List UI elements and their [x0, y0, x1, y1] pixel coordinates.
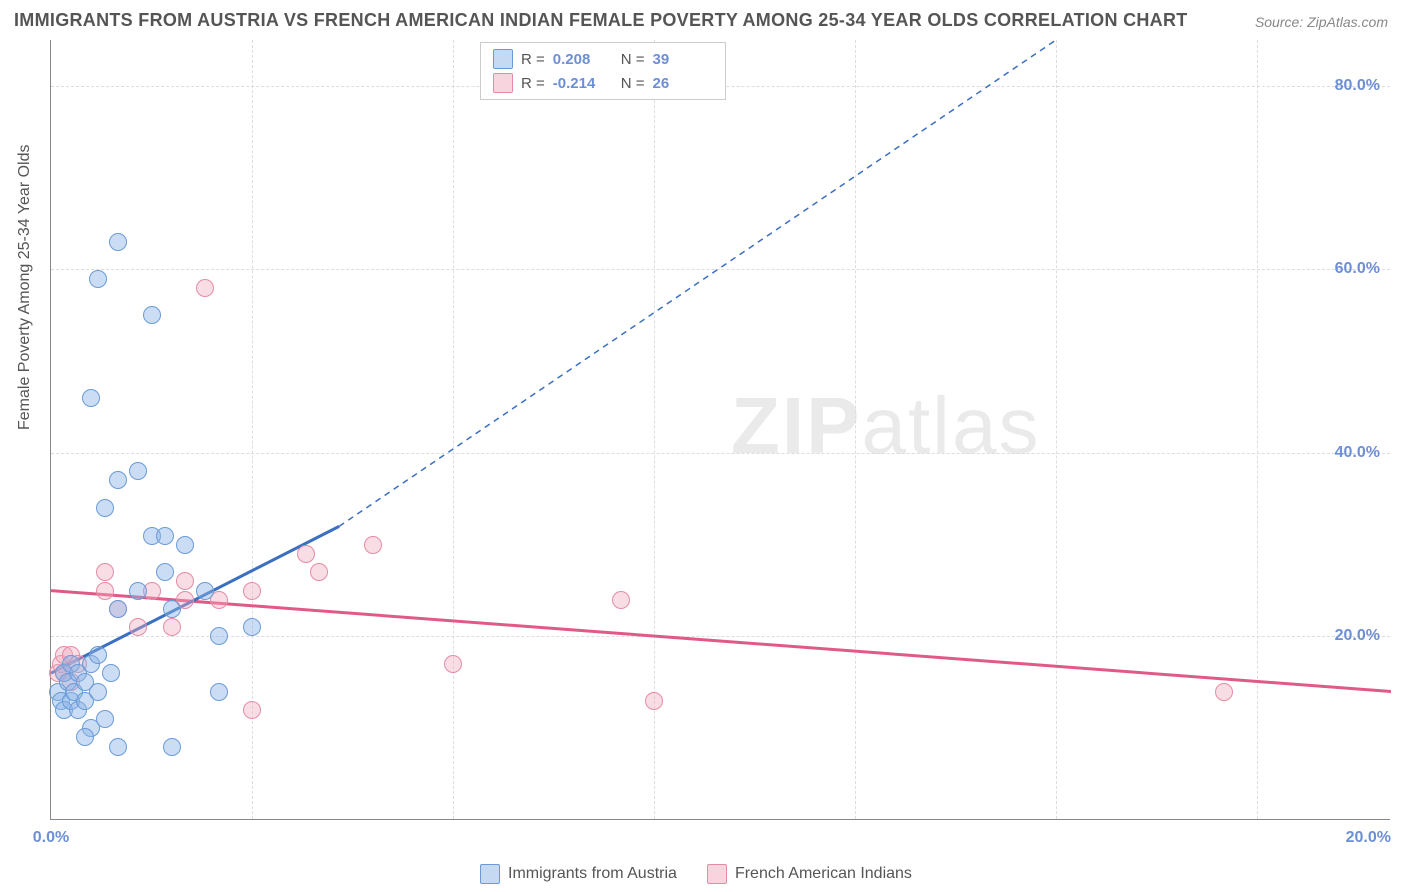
- data-point: [196, 279, 214, 297]
- y-tick-label: 20.0%: [1335, 627, 1380, 645]
- series-legend: Immigrants from Austria French American …: [480, 864, 912, 884]
- gridline-v: [453, 40, 454, 819]
- data-point: [89, 683, 107, 701]
- data-point: [129, 462, 147, 480]
- data-point: [176, 572, 194, 590]
- data-point: [96, 499, 114, 517]
- n-value-pink: 26: [653, 75, 713, 92]
- swatch-pink-icon: [707, 864, 727, 884]
- data-point: [82, 389, 100, 407]
- legend-item-blue: Immigrants from Austria: [480, 864, 677, 884]
- data-point: [176, 536, 194, 554]
- y-tick-label: 60.0%: [1335, 260, 1380, 278]
- data-point: [310, 563, 328, 581]
- data-point: [96, 563, 114, 581]
- legend-row-blue: R = 0.208 N = 39: [493, 47, 713, 71]
- y-tick-label: 40.0%: [1335, 444, 1380, 462]
- swatch-blue-icon: [493, 49, 513, 69]
- swatch-pink-icon: [493, 73, 513, 93]
- data-point: [163, 738, 181, 756]
- watermark: ZIPatlas: [731, 380, 1040, 472]
- data-point: [163, 618, 181, 636]
- data-point: [109, 233, 127, 251]
- watermark-zip: ZIP: [731, 381, 861, 470]
- y-tick-label: 80.0%: [1335, 77, 1380, 95]
- swatch-blue-icon: [480, 864, 500, 884]
- data-point: [96, 582, 114, 600]
- x-tick-label: 0.0%: [33, 829, 69, 847]
- plot-area: ZIPatlas 20.0%40.0%60.0%80.0%0.0%20.0%: [50, 40, 1390, 820]
- data-point: [76, 728, 94, 746]
- gridline-v: [855, 40, 856, 819]
- data-point: [156, 527, 174, 545]
- data-point: [89, 270, 107, 288]
- data-point: [163, 600, 181, 618]
- data-point: [143, 306, 161, 324]
- y-axis-label: Female Poverty Among 25-34 Year Olds: [16, 145, 34, 431]
- chart-title: IMMIGRANTS FROM AUSTRIA VS FRENCH AMERIC…: [14, 10, 1188, 31]
- data-point: [243, 582, 261, 600]
- data-point: [156, 563, 174, 581]
- data-point: [297, 545, 315, 563]
- chart-container: IMMIGRANTS FROM AUSTRIA VS FRENCH AMERIC…: [0, 0, 1406, 892]
- legend-label-blue: Immigrants from Austria: [508, 865, 677, 883]
- data-point: [444, 655, 462, 673]
- r-value-blue: 0.208: [553, 51, 613, 68]
- watermark-atlas: atlas: [861, 381, 1040, 470]
- data-point: [645, 692, 663, 710]
- data-point: [102, 664, 120, 682]
- data-point: [129, 618, 147, 636]
- x-tick-label: 20.0%: [1346, 829, 1391, 847]
- gridline-v: [1056, 40, 1057, 819]
- data-point: [243, 618, 261, 636]
- data-point: [243, 701, 261, 719]
- data-point: [364, 536, 382, 554]
- n-value-blue: 39: [653, 51, 713, 68]
- gridline-v: [1257, 40, 1258, 819]
- legend-label-pink: French American Indians: [735, 865, 912, 883]
- n-label: N =: [621, 51, 645, 68]
- data-point: [129, 582, 147, 600]
- r-label: R =: [521, 51, 545, 68]
- data-point: [210, 627, 228, 645]
- correlation-legend: R = 0.208 N = 39 R = -0.214 N = 26: [480, 42, 726, 100]
- data-point: [109, 471, 127, 489]
- data-point: [109, 600, 127, 618]
- n-label: N =: [621, 75, 645, 92]
- data-point: [96, 710, 114, 728]
- r-value-pink: -0.214: [553, 75, 613, 92]
- legend-row-pink: R = -0.214 N = 26: [493, 71, 713, 95]
- data-point: [1215, 683, 1233, 701]
- data-point: [196, 582, 214, 600]
- r-label: R =: [521, 75, 545, 92]
- source-label: Source: ZipAtlas.com: [1255, 14, 1388, 30]
- data-point: [109, 738, 127, 756]
- data-point: [210, 683, 228, 701]
- data-point: [89, 646, 107, 664]
- data-point: [612, 591, 630, 609]
- legend-item-pink: French American Indians: [707, 864, 912, 884]
